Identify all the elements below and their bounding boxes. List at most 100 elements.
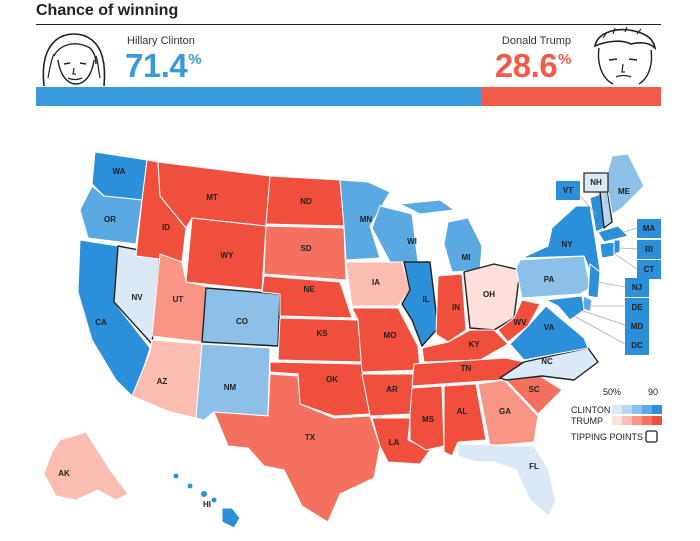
state-or[interactable] (79, 185, 143, 245)
legend-trump-swatches (612, 416, 662, 425)
state-ny[interactable] (521, 205, 601, 277)
box-nj[interactable] (625, 278, 649, 297)
state-hi-island-4[interactable] (210, 496, 218, 504)
label-co: CO (236, 317, 248, 326)
box-ri[interactable] (637, 240, 661, 259)
label-in: IN (452, 303, 460, 312)
legend-trump-swatch-2 (622, 416, 632, 425)
label-ok: OK (326, 375, 338, 384)
label-ky: KY (468, 340, 480, 349)
label-vt: VT (563, 186, 573, 195)
state-ne[interactable] (261, 275, 353, 319)
label-sd: SD (300, 244, 311, 253)
state-mi-up[interactable] (399, 199, 455, 215)
state-ma[interactable] (597, 225, 629, 243)
label-ny: NY (561, 240, 573, 249)
label-nc: NC (541, 357, 553, 366)
label-az: AZ (157, 377, 168, 386)
state-hi-island-3[interactable] (200, 490, 208, 498)
label-ct: CT (644, 265, 655, 274)
state-ky[interactable] (421, 329, 509, 363)
state-hi-island-2[interactable] (186, 482, 194, 490)
box-ct[interactable] (637, 260, 661, 279)
label-sc: SC (528, 385, 539, 394)
trump-portrait-icon (593, 26, 657, 85)
label-ut: UT (173, 295, 184, 304)
box-vt[interactable] (556, 181, 580, 200)
label-mi: MI (462, 253, 471, 262)
box-de[interactable] (625, 298, 649, 317)
state-ar[interactable] (361, 373, 415, 417)
legend-scale-high: 90 (648, 387, 658, 397)
state-al[interactable] (443, 383, 487, 457)
clinton-probability: 71.4% (125, 47, 202, 84)
box-dc[interactable] (625, 336, 649, 355)
legend-trump-swatch-3 (632, 416, 642, 425)
state-il[interactable] (401, 261, 439, 347)
state-ks[interactable] (277, 317, 363, 363)
box-md[interactable] (625, 317, 649, 336)
label-mt: MT (206, 193, 218, 202)
state-ms[interactable] (409, 385, 445, 451)
state-nc[interactable] (499, 347, 599, 381)
state-va[interactable] (509, 305, 589, 361)
label-ri: RI (645, 245, 653, 254)
label-ak: AK (58, 469, 70, 478)
legend-clinton-swatch-4 (642, 405, 652, 414)
state-tx[interactable] (213, 373, 381, 523)
label-oh: OH (483, 290, 495, 299)
chart-title: Chance of winning (36, 2, 179, 19)
label-me: ME (618, 187, 631, 196)
state-co[interactable] (201, 287, 281, 347)
label-va: VA (544, 323, 555, 332)
label-fl: FL (529, 462, 539, 471)
label-hi: HI (203, 500, 211, 509)
legend-clinton-swatch-5 (652, 405, 662, 414)
callout-leaders (573, 192, 638, 345)
label-wy: WY (221, 251, 235, 260)
legend-trump-swatch-1 (612, 416, 622, 425)
state-nm[interactable] (195, 343, 271, 421)
trump-name: Donald Trump (501, 35, 571, 47)
label-mn: MN (360, 215, 373, 224)
state-fl[interactable] (457, 443, 557, 517)
state-in[interactable] (435, 273, 467, 343)
probability-bar-clinton (36, 87, 483, 106)
state-hi[interactable] (221, 507, 241, 529)
legend-clinton-swatch-2 (622, 405, 632, 414)
box-nh[interactable] (583, 172, 609, 193)
state-mi[interactable] (443, 217, 483, 273)
legend-clinton-swatch-1 (612, 405, 622, 414)
state-mn[interactable] (339, 179, 391, 261)
label-wv: WV (514, 318, 528, 327)
legend-scale-low: 50% (603, 387, 621, 397)
label-de: DE (631, 303, 643, 312)
label-dc: DC (631, 341, 643, 350)
label-nh: NH (590, 178, 602, 187)
legend: 50% 90 CLINTON TRUMP TIPPING POINTS (571, 387, 662, 443)
state-ct[interactable] (599, 241, 615, 259)
label-nv: NV (131, 293, 143, 302)
box-ma[interactable] (637, 219, 661, 238)
legend-tipping-swatch (645, 430, 658, 443)
state-ak[interactable] (43, 431, 129, 501)
state-md[interactable] (545, 295, 585, 321)
state-wv[interactable] (497, 299, 541, 343)
state-hi-island-1[interactable] (172, 472, 180, 480)
state-sd[interactable] (263, 225, 347, 281)
label-md: MD (631, 322, 644, 331)
probability-bar (36, 87, 661, 106)
label-wi: WI (407, 237, 417, 246)
label-tx: TX (305, 433, 316, 442)
label-ia: IA (372, 278, 380, 287)
label-mo: MO (384, 331, 397, 340)
state-nj[interactable] (587, 263, 601, 299)
label-ca: CA (95, 318, 107, 327)
state-ri[interactable] (613, 239, 621, 255)
state-ga[interactable] (477, 379, 539, 447)
state-ut[interactable] (151, 253, 207, 343)
legend-trump-label: TRUMP (571, 416, 603, 426)
state-me[interactable] (605, 153, 645, 215)
label-nd: ND (300, 197, 312, 206)
